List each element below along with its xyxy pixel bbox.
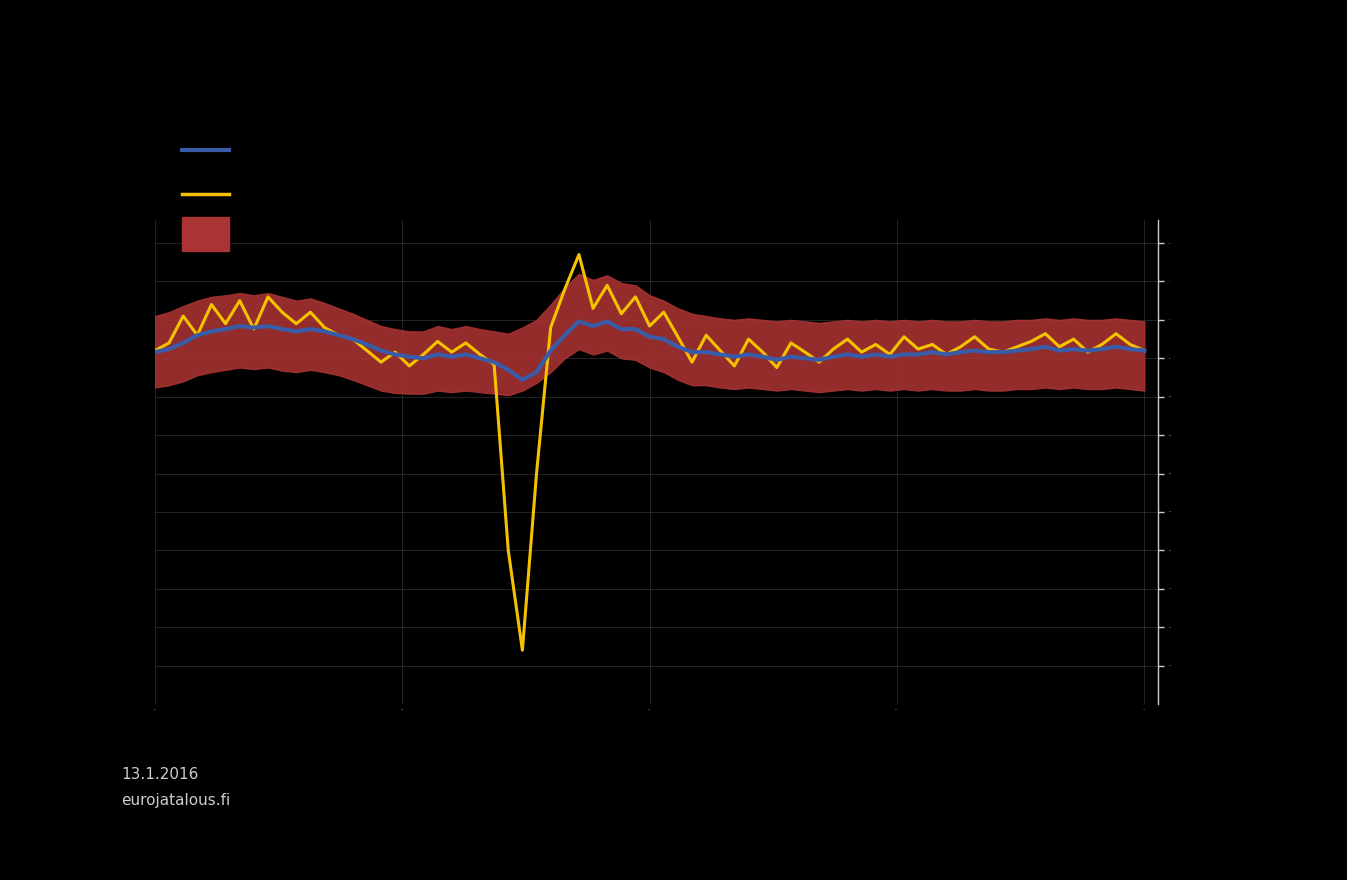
Text: eurojatalous.fi: eurojatalous.fi [121, 793, 230, 808]
Text: 13.1.2016: 13.1.2016 [121, 766, 198, 781]
